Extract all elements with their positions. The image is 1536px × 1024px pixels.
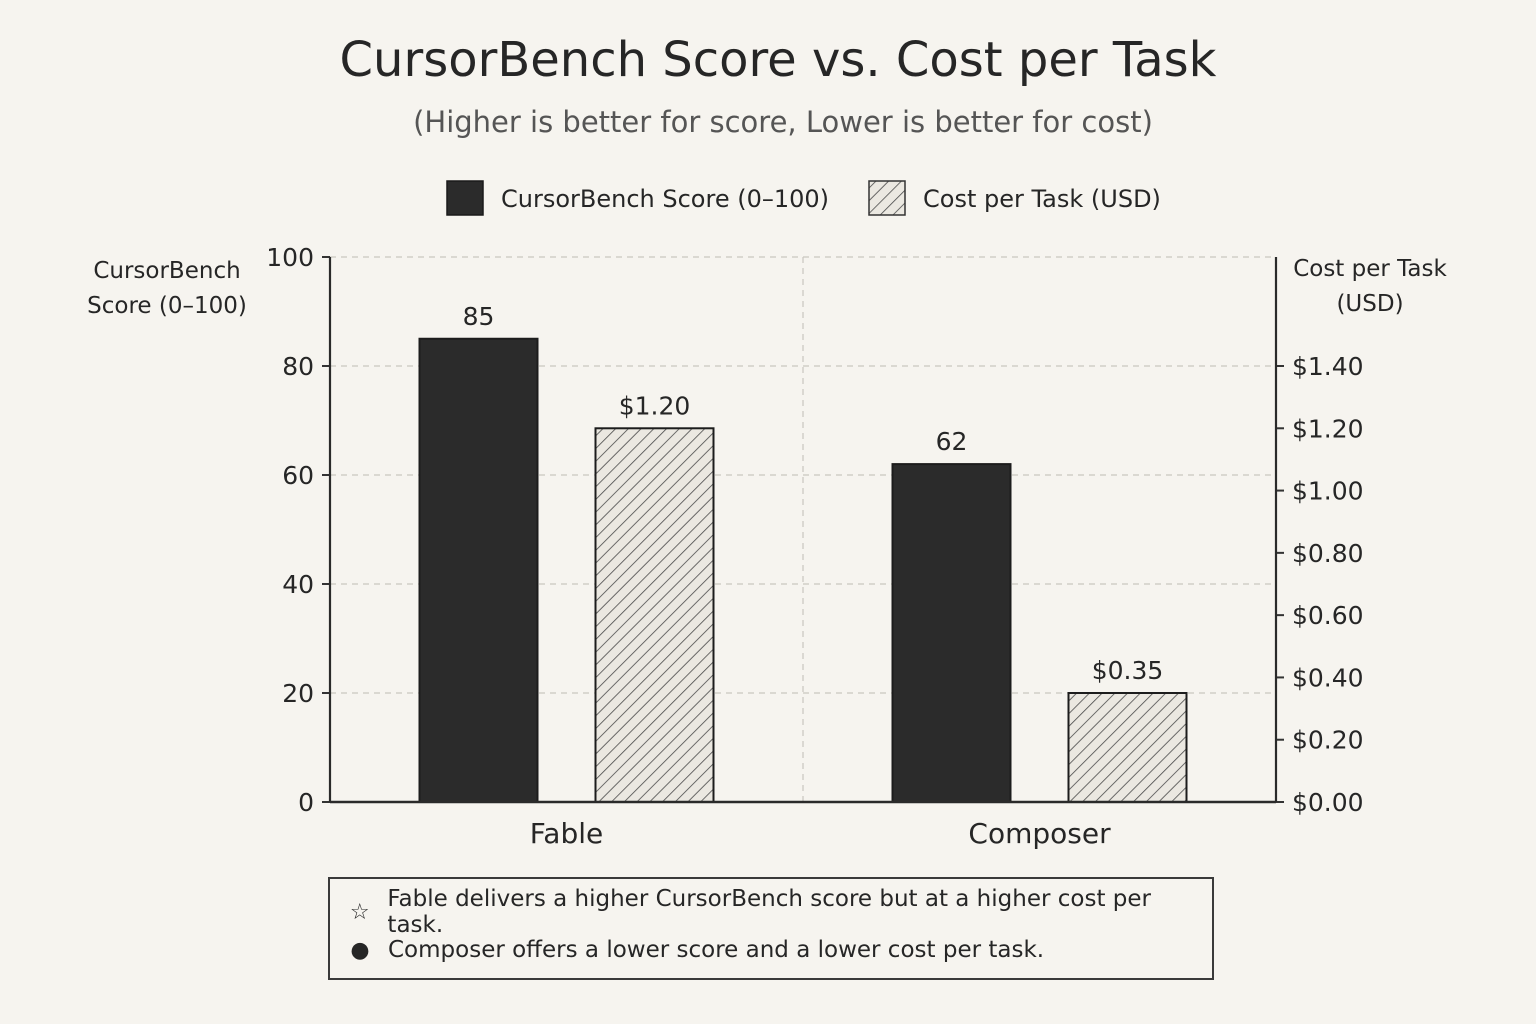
cost-bar (1067, 692, 1188, 803)
annotation-text: Composer offers a lower score and a lowe… (388, 937, 1045, 963)
score-bar (418, 337, 539, 803)
annotation-row: ● Composer offers a lower score and a lo… (348, 931, 1194, 969)
data-label: $0.35 (1092, 656, 1164, 685)
left-axis-title: CursorBench (93, 258, 240, 284)
tick-labels: 0 20 40 60 80 100 $0.00 $0.20 $0.40 $0.60 $0.80 $1.… (266, 243, 1363, 850)
left-tick-label: 0 (298, 788, 314, 817)
cost-bar (594, 427, 715, 803)
right-tick-label: $1.20 (1292, 414, 1364, 443)
right-axis-title: Cost per Task (1293, 256, 1447, 282)
right-tick-label: $1.40 (1292, 352, 1364, 381)
right-tick-label: $0.80 (1292, 539, 1364, 568)
legend-label-score: CursorBench Score (0–100) (501, 185, 829, 213)
left-tick-label: 80 (282, 352, 314, 381)
right-tick-label: $0.60 (1292, 601, 1364, 630)
bullet-icon: ● (350, 937, 370, 963)
score-bar (891, 463, 1012, 803)
annotation-row: ☆ Fable delivers a higher CursorBench sc… (348, 886, 1194, 938)
legend-label-cost: Cost per Task (USD) (923, 185, 1161, 213)
data-label: 85 (463, 302, 495, 331)
chart-title: CursorBench Score vs. Cost per Task (340, 32, 1217, 88)
left-axis-title-line2: Score (0–100) (87, 293, 247, 319)
right-tick-label: $0.00 (1292, 788, 1364, 817)
category-label: Composer (968, 817, 1111, 850)
star-icon: ☆ (349, 899, 370, 925)
data-label: $1.20 (619, 391, 691, 420)
data-label: 62 (936, 427, 968, 456)
legend-swatch-cost (868, 180, 906, 216)
right-axis-title-line2: (USD) (1336, 291, 1403, 317)
legend: CursorBench Score (0–100) Cost per Task … (446, 180, 1161, 216)
left-tick-label: 40 (282, 570, 314, 599)
left-tick-label: 60 (282, 461, 314, 490)
left-tick-label: 20 (282, 679, 314, 708)
right-tick-label: $0.40 (1292, 663, 1364, 692)
left-tick-label: 100 (266, 243, 314, 272)
annotation-box: ☆ Fable delivers a higher CursorBench sc… (328, 877, 1214, 980)
right-tick-label: $1.00 (1292, 477, 1364, 506)
category-label: Fable (530, 817, 603, 850)
axes (322, 256, 1284, 804)
chart-subtitle: (Higher is better for score, Lower is be… (413, 105, 1153, 139)
annotation-text: Fable delivers a higher CursorBench scor… (387, 886, 1151, 938)
legend-swatch-score (446, 180, 484, 216)
right-tick-label: $0.20 (1292, 726, 1364, 755)
